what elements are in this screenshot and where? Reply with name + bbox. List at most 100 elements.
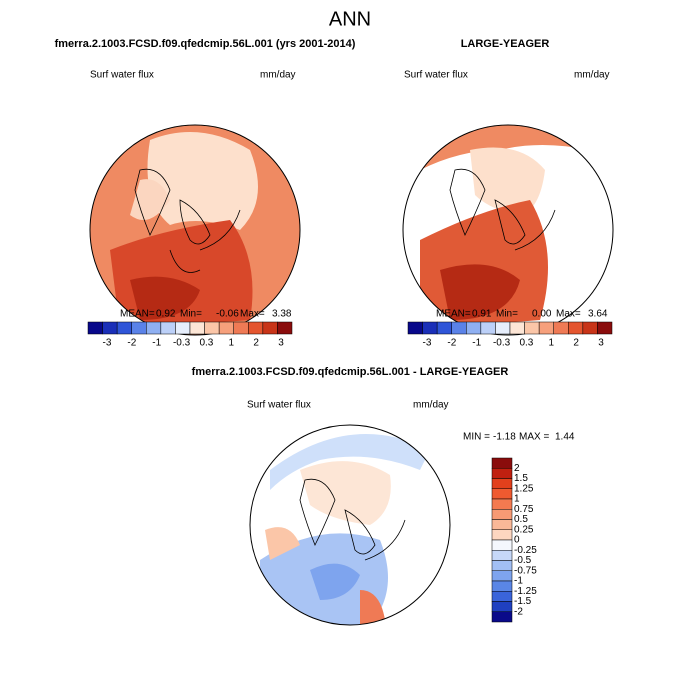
- colorbar-label: -0.75: [514, 565, 537, 576]
- colorbar-label: -1: [514, 576, 523, 587]
- colorbar-label: 1: [549, 338, 555, 349]
- colorbar-box: [248, 321, 264, 335]
- colorbar-label: -1.5: [514, 596, 532, 607]
- colorbar-box: [491, 529, 513, 541]
- stat-label: Max=: [240, 309, 265, 320]
- colorbar-box: [509, 321, 525, 335]
- colorbar-box: [538, 321, 554, 335]
- stat-value: -0.06: [216, 309, 239, 320]
- stats: MEAN= 0.92 Min= -0.06 Max= 3.38: [120, 309, 292, 320]
- stat-label: Min=: [180, 309, 202, 320]
- stats: MIN = -1.18 MAX = 1.44: [463, 432, 575, 443]
- colorbar-box: [491, 591, 513, 602]
- colorbar-box: [491, 488, 513, 500]
- stat-value: 3.64: [588, 309, 608, 320]
- units-label: mm/day: [260, 70, 296, 81]
- colorbar-label: -1: [152, 338, 161, 349]
- colorbar-label: -0.25: [514, 545, 537, 556]
- colorbar-box: [160, 321, 176, 335]
- stat-label: MEAN=: [436, 309, 471, 320]
- colorbar-label: -1: [472, 338, 481, 349]
- colorbar-box: [466, 321, 482, 335]
- colorbar-label: 2: [514, 463, 520, 474]
- map: [403, 125, 613, 335]
- colorbar-box: [116, 321, 132, 335]
- colorbar-box: [491, 478, 513, 489]
- colorbar-box: [218, 321, 234, 335]
- colorbar-label: 1.5: [514, 473, 528, 484]
- panel-title: fmerra.2.1003.FCSD.f09.qfedcmip.56L.001 …: [55, 38, 356, 50]
- colorbar-box: [480, 321, 496, 335]
- map-border: [402, 124, 614, 336]
- panel-title: fmerra.2.1003.FCSD.f09.qfedcmip.56L.001 …: [192, 366, 509, 378]
- units-label: mm/day: [413, 400, 449, 411]
- map: [90, 125, 300, 335]
- colorbar-label: -0.3: [173, 338, 191, 349]
- colorbar-box: [582, 321, 598, 335]
- stat-label: Min=: [496, 309, 518, 320]
- colorbar-label: 0.5: [514, 514, 528, 525]
- colorbar-box: [491, 519, 513, 530]
- units-label: mm/day: [574, 70, 610, 81]
- stat-value: 1.44: [555, 432, 575, 443]
- colorbar-box: [491, 550, 513, 561]
- colorbar-label: -2: [447, 338, 456, 349]
- colorbar-box: [189, 321, 205, 335]
- colorbar-box: [422, 321, 438, 335]
- colorbar-box: [491, 560, 513, 571]
- colorbar: 21.51.2510.750.50.250-0.25-0.5-0.75-1-1.…: [491, 457, 537, 623]
- colorbar-box: [495, 321, 511, 335]
- stats: MEAN= 0.91 Min= 0.00 Max= 3.64: [436, 309, 608, 320]
- colorbar-box: [175, 321, 191, 335]
- colorbar-label: 0.3: [199, 338, 213, 349]
- stat-value: 0.91: [472, 309, 492, 320]
- colorbar-label: 0.3: [519, 338, 533, 349]
- stat-value: 0.92: [156, 309, 176, 320]
- colorbar-box: [204, 321, 220, 335]
- colorbar-box: [524, 321, 540, 335]
- colorbar-box: [491, 601, 513, 612]
- colorbar-box: [87, 321, 103, 335]
- colorbar-label: 0: [514, 535, 520, 546]
- panel-title: LARGE-YEAGER: [461, 38, 550, 50]
- colorbar-box: [262, 321, 278, 335]
- colorbar-box: [233, 321, 249, 335]
- stat-value: -1.18: [493, 432, 516, 443]
- colorbar-box: [491, 498, 513, 510]
- colorbar-box: [491, 580, 513, 592]
- stat-label: Max=: [556, 309, 581, 320]
- map-border: [249, 424, 451, 626]
- stat-label: MEAN=: [120, 309, 155, 320]
- colorbar-label: -3: [103, 338, 112, 349]
- colorbar-label: 0.75: [514, 504, 534, 515]
- figure-title: ANN: [329, 8, 371, 30]
- colorbar-label: 1: [229, 338, 235, 349]
- map-border: [89, 124, 301, 336]
- colorbar-box: [436, 321, 452, 335]
- stat-label: MIN =: [463, 432, 490, 443]
- colorbar-box: [102, 321, 118, 335]
- colorbar-box: [597, 321, 613, 335]
- variable-label: Surf water flux: [90, 70, 154, 81]
- colorbar-box: [491, 539, 513, 551]
- colorbar-box: [491, 570, 513, 582]
- colorbar-label: -0.3: [493, 338, 511, 349]
- colorbar: -3 -2 -1 -0.3 0.3 1 2 3: [87, 321, 293, 349]
- colorbar-box: [491, 611, 513, 623]
- colorbar-label: -2: [514, 606, 523, 617]
- colorbar-box: [491, 468, 513, 479]
- colorbar-label: -0.5: [514, 555, 532, 566]
- colorbar-box: [568, 321, 584, 335]
- colorbar: -3 -2 -1 -0.3 0.3 1 2 3: [407, 321, 613, 349]
- stat-value: 3.38: [272, 309, 292, 320]
- map: [250, 425, 450, 625]
- colorbar-label: 1: [514, 494, 520, 505]
- colorbar-box: [407, 321, 423, 335]
- colorbar-box: [131, 321, 147, 335]
- colorbar-label: 2: [253, 338, 259, 349]
- colorbar-label: -3: [423, 338, 432, 349]
- colorbar-box: [491, 457, 513, 469]
- colorbar-box: [451, 321, 467, 335]
